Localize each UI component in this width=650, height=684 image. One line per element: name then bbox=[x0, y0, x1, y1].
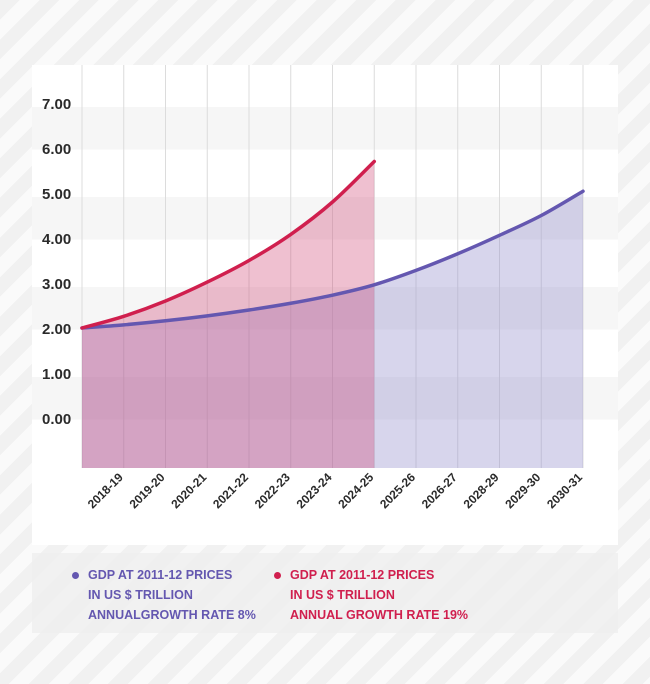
x-tick-label: 2026-27 bbox=[419, 470, 460, 511]
y-tick-label: 5.00 bbox=[42, 186, 71, 203]
legend-line: ANNUALGROWTH RATE 8% bbox=[88, 608, 256, 622]
x-tick-label: 2019-20 bbox=[127, 470, 168, 511]
series-19pct-line bbox=[80, 159, 376, 330]
x-tick-label: 2030-31 bbox=[544, 470, 585, 511]
y-tick-label: 2.00 bbox=[42, 321, 71, 338]
x-tick-label: 2023-24 bbox=[294, 470, 335, 511]
legend: GDP AT 2011-12 PRICES IN US $ TRILLION A… bbox=[32, 553, 618, 633]
grid-band bbox=[32, 377, 618, 420]
legend-line: GDP AT 2011-12 PRICES bbox=[290, 568, 435, 582]
x-tick-label: 2025-26 bbox=[377, 470, 418, 511]
legend-line: ANNUAL GROWTH RATE 19% bbox=[290, 608, 469, 622]
y-tick-label: 7.00 bbox=[42, 96, 71, 113]
series-8pct-area bbox=[82, 191, 583, 468]
legend-line: IN US $ TRILLION bbox=[290, 588, 395, 602]
legend-line: IN US $ TRILLION bbox=[88, 588, 193, 602]
y-tick-label: 1.00 bbox=[42, 366, 71, 383]
legend-line: GDP AT 2011-12 PRICES bbox=[88, 568, 233, 582]
x-tick-label: 2024-25 bbox=[335, 470, 376, 511]
x-tick-label: 2029-30 bbox=[502, 470, 543, 511]
y-tick-label: 6.00 bbox=[42, 141, 71, 158]
legend-item-19pct: GDP AT 2011-12 PRICES IN US $ TRILLION A… bbox=[274, 565, 469, 625]
series-8pct-line bbox=[80, 189, 585, 330]
x-tick-label: 2028-29 bbox=[461, 470, 502, 511]
grid-band bbox=[32, 197, 618, 240]
x-tick-label: 2021-22 bbox=[210, 470, 251, 511]
y-tick-label: 4.00 bbox=[42, 231, 71, 248]
y-tick-label: 3.00 bbox=[42, 276, 71, 293]
legend-dot-icon bbox=[72, 572, 79, 579]
x-tick-label: 2020-21 bbox=[168, 470, 209, 511]
y-tick-label: 0.00 bbox=[42, 411, 71, 428]
legend-dot-icon bbox=[274, 572, 281, 579]
grid-band bbox=[32, 287, 618, 330]
x-tick-label: 2022-23 bbox=[252, 470, 293, 511]
x-tick-label: 2018-19 bbox=[85, 470, 126, 511]
legend-item-8pct: GDP AT 2011-12 PRICES IN US $ TRILLION A… bbox=[72, 565, 256, 625]
grid-band bbox=[32, 107, 618, 150]
